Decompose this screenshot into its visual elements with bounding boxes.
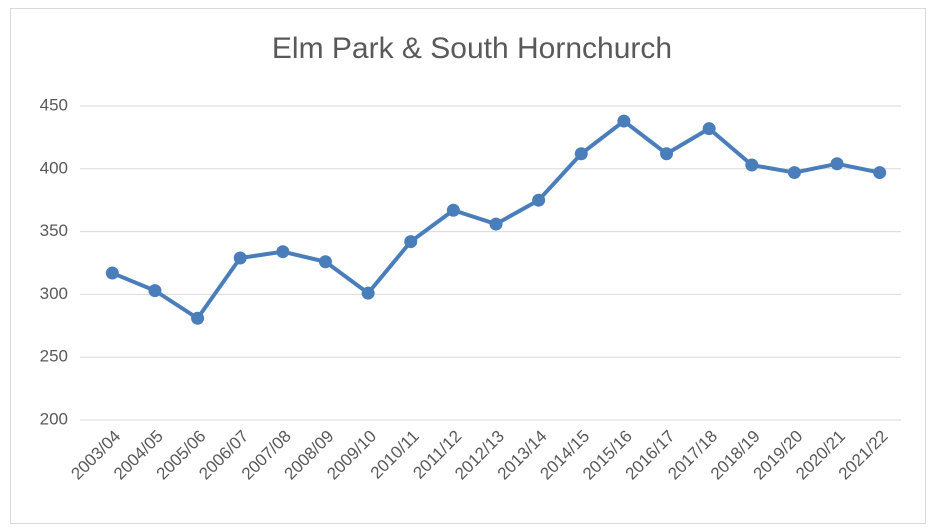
y-tick-label: 400 (40, 158, 68, 177)
data-point (233, 251, 247, 265)
y-tick-label: 350 (40, 221, 68, 240)
y-tick-label: 450 (40, 95, 68, 114)
chart-title: Elm Park & South Hornchurch (272, 32, 672, 65)
y-tick-label: 300 (40, 284, 68, 303)
data-point (660, 147, 674, 161)
data-point (873, 166, 887, 180)
data-point (574, 147, 588, 161)
data-point (191, 311, 205, 325)
data-point (105, 266, 119, 280)
data-point (361, 286, 375, 300)
data-point (787, 166, 801, 180)
data-point (489, 217, 503, 231)
data-point (830, 157, 844, 171)
data-point (532, 193, 546, 207)
y-tick-label: 250 (40, 347, 68, 366)
data-point (745, 158, 759, 172)
data-point (318, 255, 332, 269)
data-point (617, 114, 631, 128)
data-point (702, 122, 716, 136)
data-point (446, 203, 460, 217)
data-point (148, 284, 162, 298)
data-point (276, 245, 290, 259)
data-point (404, 235, 418, 249)
chart-frame (10, 8, 926, 524)
y-tick-label: 200 (40, 409, 68, 428)
